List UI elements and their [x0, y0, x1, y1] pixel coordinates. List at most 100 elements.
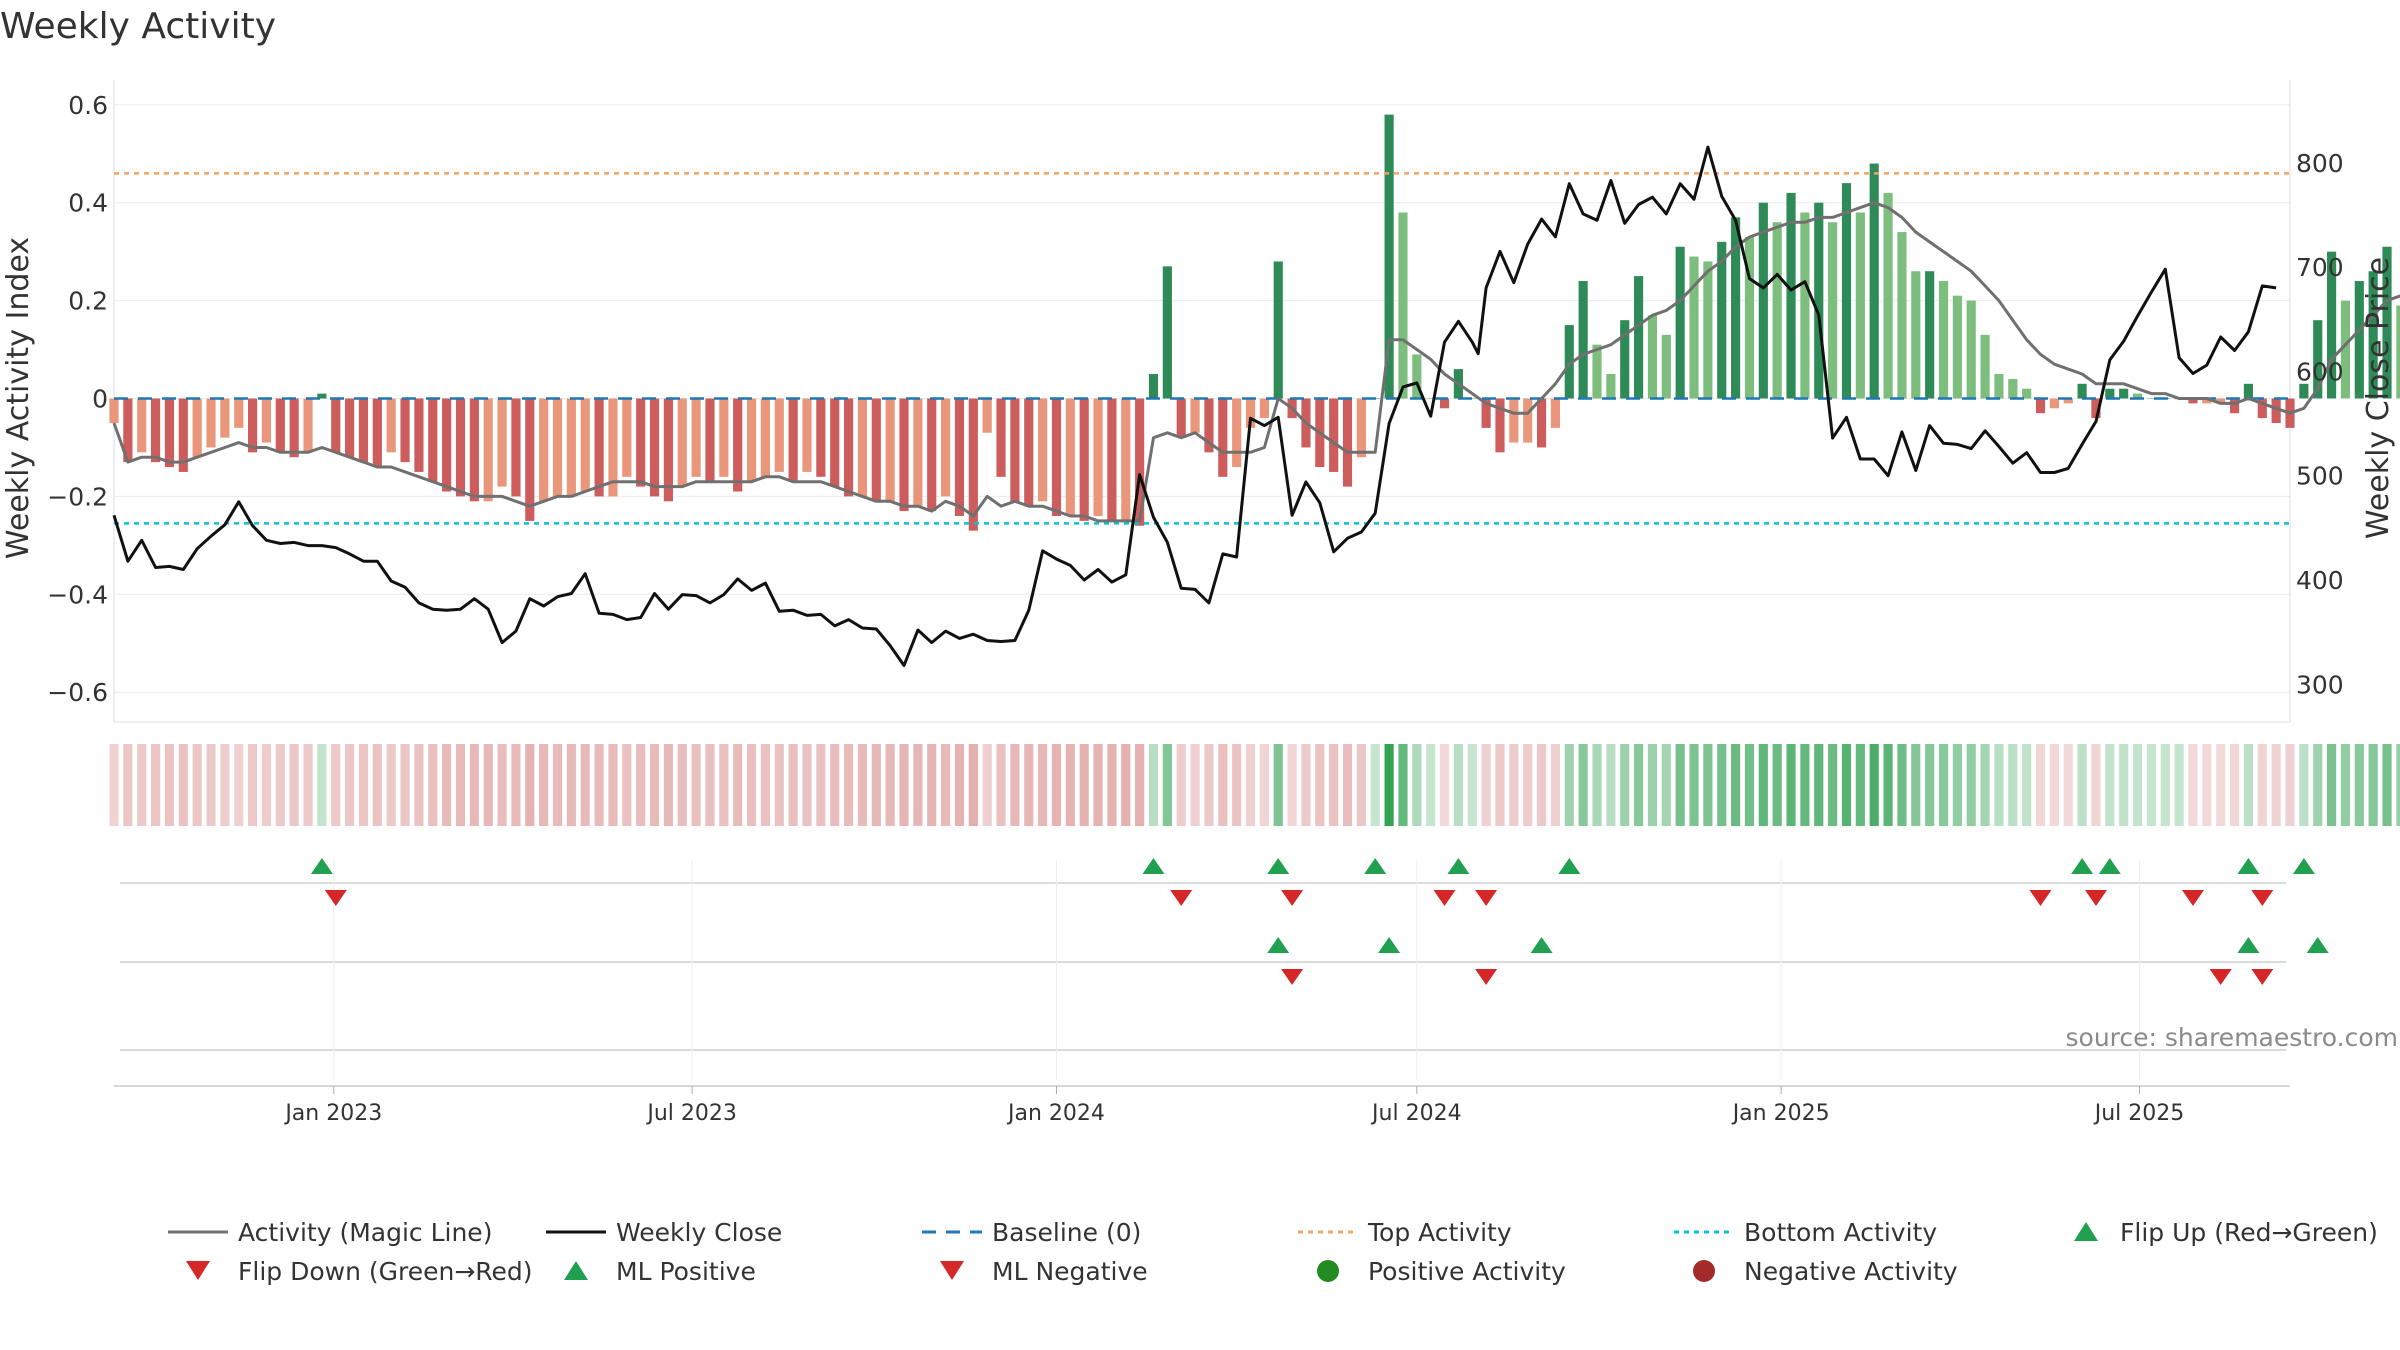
legend-top-activity-label: Top Activity — [1367, 1218, 1512, 1247]
heat-strip-cell — [1731, 744, 1741, 826]
activity-bar — [899, 398, 909, 512]
activity-bar — [2105, 388, 2115, 399]
heat-strip-cell — [2063, 744, 2073, 826]
activity-bar — [1010, 398, 1020, 502]
chart-title: Weekly Activity — [0, 6, 276, 47]
activity-bar — [2327, 251, 2337, 399]
heat-strip-cell — [677, 744, 687, 826]
legend-flip-down-marker-icon — [186, 1261, 210, 1280]
activity-bar — [2049, 398, 2059, 409]
heat-strip-cell — [1287, 744, 1297, 826]
heat-strip-cell — [1703, 744, 1713, 826]
flip-down-marker — [1170, 890, 1193, 906]
heat-strip-cell — [1010, 744, 1020, 826]
ml-negative-marker — [2209, 969, 2232, 985]
activity-bar — [968, 398, 978, 531]
activity-bar — [1772, 222, 1782, 399]
heat-strip-cell — [830, 744, 840, 826]
y-left-tick-label: 0.4 — [68, 189, 108, 218]
legend-ml-positive-marker-icon — [564, 1261, 588, 1280]
activity-bar — [164, 398, 175, 468]
activity-bar — [414, 398, 424, 472]
heat-strip-cell — [649, 744, 660, 826]
activity-bar — [1162, 266, 1172, 399]
activity-bar — [2132, 393, 2143, 399]
flip-up-marker — [1558, 858, 1581, 874]
date-tick-label: Jul 2025 — [2093, 1101, 2185, 1126]
activity-bar — [386, 398, 396, 453]
activity-bar — [1467, 398, 1477, 400]
y-right-tick-label: 700 — [2296, 253, 2344, 282]
heat-strip-cell — [1675, 744, 1685, 826]
heat-strip-cell — [1329, 744, 1339, 826]
heat-strip-cell — [2008, 744, 2018, 826]
heat-strip-cell — [2396, 744, 2400, 826]
activity-bar — [1439, 398, 1450, 409]
heat-strip-cell — [317, 744, 327, 826]
heat-strip-cell — [2202, 744, 2212, 826]
flip-up-marker — [2237, 858, 2260, 874]
activity-bar — [1024, 398, 1034, 507]
activity-bar — [2243, 383, 2253, 399]
heat-strip-cell — [1107, 744, 1117, 826]
activity-bar — [2354, 281, 2364, 399]
activity-bar — [580, 398, 590, 492]
heat-strip-cell — [1814, 744, 1824, 826]
heat-strip-cell — [2077, 744, 2087, 826]
heat-strip-cell — [1426, 744, 1436, 826]
heat-strip-cell — [2132, 744, 2143, 826]
y-left-tick-label: 0 — [92, 385, 108, 414]
date-tick-labels: Jan 2023 Jul 2023 Jan 2024 Jul 2024 Jan 2025… — [283, 1086, 2184, 1126]
activity-bar — [1828, 222, 1838, 399]
activity-bar — [151, 398, 161, 463]
activity-bar — [1883, 192, 1893, 399]
flip-up-marker — [2292, 858, 2315, 874]
heat-strip-cell — [1024, 744, 1034, 826]
heat-strip-cell — [636, 744, 646, 826]
activity-bar — [830, 398, 840, 487]
activity-bar — [525, 398, 535, 521]
y-tick-labels: 0.6 0.4 0.2 0 −0.2 −0.4 −0.6 300 400 500 600 700 800 — [47, 91, 2343, 707]
activity-bar — [663, 398, 673, 502]
activity-bar — [1426, 398, 1436, 400]
activity-bar — [483, 398, 493, 502]
heat-strip-cell — [1342, 744, 1353, 826]
activity-bar — [317, 393, 327, 399]
activity-bar — [1647, 315, 1658, 399]
activity-bar — [1925, 271, 1935, 399]
activity-bar — [511, 398, 521, 497]
heat-strip-cell — [372, 744, 382, 826]
heat-strip-cell — [206, 744, 216, 826]
activity-bar — [1495, 398, 1505, 453]
activity-bar — [1744, 236, 1755, 399]
heat-strip-cell — [164, 744, 175, 826]
legend-ml-negative-label: ML Negative — [992, 1257, 1148, 1286]
main-gridlines — [113, 80, 2291, 722]
activity-bar — [774, 398, 784, 472]
heat-strip-cell — [234, 744, 244, 826]
y-right-tick-label: 300 — [2296, 670, 2344, 699]
activity-bar — [1523, 398, 1533, 443]
heat-strip-cell — [802, 744, 812, 826]
activity-bar — [1550, 398, 1560, 428]
heat-strip-cell — [1121, 744, 1131, 826]
heat-strip-cell — [1620, 744, 1630, 826]
activity-bar — [2077, 383, 2087, 399]
heat-strip-cell — [622, 744, 632, 826]
heat-strip-cell — [1647, 744, 1658, 826]
flip-up-marker — [310, 858, 333, 874]
heat-strip-cell — [358, 744, 369, 826]
ml-positive-marker — [1267, 937, 1290, 953]
heat-strip-cell — [594, 744, 604, 826]
activity-bar — [788, 398, 798, 482]
heat-strip-cell — [2105, 744, 2115, 826]
activity-bar — [816, 398, 826, 477]
flip-up-marker — [1142, 858, 1165, 874]
flip-up-marker — [2071, 858, 2094, 874]
activity-bar — [1481, 398, 1491, 428]
heat-strip-cell — [927, 744, 937, 826]
heat-strip-cell — [1162, 744, 1172, 826]
heat-strip-cell — [1481, 744, 1491, 826]
legend-positive-activity-dot-icon — [1317, 1260, 1339, 1282]
legend-flip-down-label: Flip Down (Green→Red) — [238, 1257, 533, 1286]
